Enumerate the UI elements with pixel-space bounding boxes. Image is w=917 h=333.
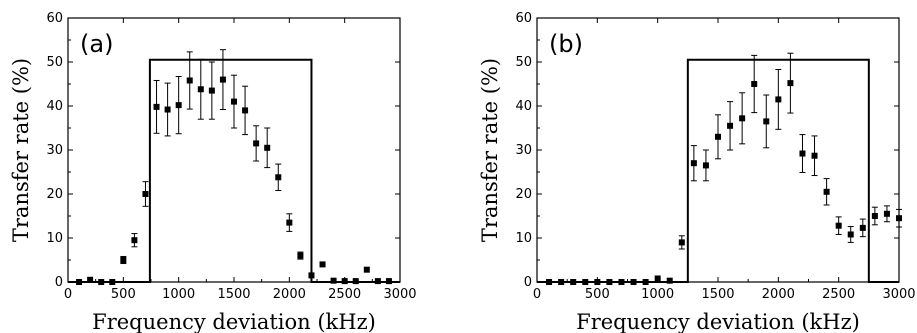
- data-point: [319, 261, 326, 268]
- y-tick-label: 0: [55, 275, 63, 290]
- x-tick-label: 500: [585, 287, 610, 302]
- y-axis-label: Transfer rate (%): [9, 58, 33, 242]
- y-tick-label: 50: [46, 55, 63, 70]
- data-point: [847, 231, 854, 238]
- data-point: [242, 107, 249, 114]
- x-tick-label: 2500: [328, 287, 361, 302]
- data-point: [253, 140, 260, 147]
- y-tick-label: 10: [46, 231, 63, 246]
- data-point: [219, 76, 226, 83]
- y-tick-label: 40: [46, 99, 63, 114]
- y-tick-label: 40: [515, 99, 532, 114]
- data-point: [727, 122, 734, 129]
- data-point: [142, 191, 149, 197]
- theory-step-line: [68, 58, 400, 283]
- y-tick-label: 0: [524, 275, 532, 290]
- data-point: [787, 80, 794, 87]
- x-tick-label: 2000: [273, 287, 306, 302]
- theory-step-line: [537, 58, 899, 283]
- x-tick-label: 500: [111, 287, 136, 302]
- data-point: [286, 219, 293, 226]
- x-tick-label: 1500: [217, 287, 250, 302]
- y-tick-label: 10: [515, 231, 532, 246]
- data-point: [208, 87, 215, 94]
- x-tick-label: 1000: [162, 287, 195, 302]
- x-axis-label: Frequency deviation (kHz): [92, 310, 376, 333]
- data-point: [739, 115, 746, 122]
- y-tick-label: 30: [46, 143, 63, 158]
- data-point: [715, 133, 721, 140]
- x-tick-label: 1000: [641, 287, 674, 302]
- data-point: [654, 275, 661, 282]
- data-point: [131, 237, 138, 244]
- panel-label: (b): [549, 30, 583, 58]
- data-point: [835, 222, 842, 229]
- x-tick-label: 3000: [383, 287, 416, 302]
- y-tick-label: 30: [515, 143, 532, 158]
- data-point: [763, 118, 770, 125]
- chart-marks: 0 500 1000 1500 2000 2500 3000 0 10 20 30 40 50 60: [515, 11, 915, 302]
- x-tick-label: 2500: [822, 287, 855, 302]
- x-tick-label: 0: [533, 287, 541, 302]
- data-point: [690, 160, 697, 167]
- x-tick-label: 3000: [882, 287, 915, 302]
- data-point: [153, 103, 160, 110]
- data-point: [871, 213, 878, 219]
- data-point: [883, 210, 890, 217]
- data-point: [264, 144, 271, 151]
- data-point: [678, 239, 685, 246]
- y-tick-label: 60: [515, 11, 532, 26]
- data-point: [231, 98, 237, 105]
- data-point: [751, 81, 758, 87]
- data-point: [164, 106, 171, 113]
- chart-panel-a: 0 500 1000 1500 2000 2500 3000 0 10 20 30 40 50 60 (a…: [9, 11, 417, 333]
- data-point: [896, 215, 902, 222]
- data-point: [775, 96, 782, 103]
- data-point: [175, 102, 182, 109]
- data-point: [811, 152, 818, 159]
- data-point: [120, 257, 127, 263]
- data-point: [823, 188, 830, 195]
- x-tick-label: 2000: [762, 287, 795, 302]
- y-axis-label: Transfer rate (%): [478, 58, 502, 242]
- y-tick-label: 60: [46, 11, 63, 26]
- data-point: [197, 86, 204, 93]
- chart-marks: 0 500 1000 1500 2000 2500 3000 0 10 20 30 40 50 60: [46, 11, 416, 302]
- data-point: [799, 150, 806, 157]
- data-point: [297, 252, 304, 259]
- data-point: [186, 77, 193, 84]
- data-point: [859, 224, 866, 231]
- data-point: [275, 174, 282, 181]
- x-axis-label: Frequency deviation (kHz): [576, 310, 860, 333]
- data-point: [330, 277, 337, 284]
- chart-panel-b: 0 500 1000 1500 2000 2500 3000 0 10 20 30 40 50 60 (b…: [478, 11, 916, 333]
- panel-label: (a): [80, 30, 113, 58]
- data-point: [87, 276, 94, 283]
- plot-frame: [67, 17, 401, 283]
- y-tick-label: 20: [46, 187, 63, 202]
- x-tick-label: 0: [64, 287, 72, 302]
- data-point: [363, 266, 370, 273]
- y-tick-label: 20: [515, 187, 532, 202]
- data-point: [702, 162, 709, 169]
- x-tick-label: 1500: [701, 287, 734, 302]
- y-tick-label: 50: [515, 55, 532, 70]
- data-point: [666, 277, 673, 284]
